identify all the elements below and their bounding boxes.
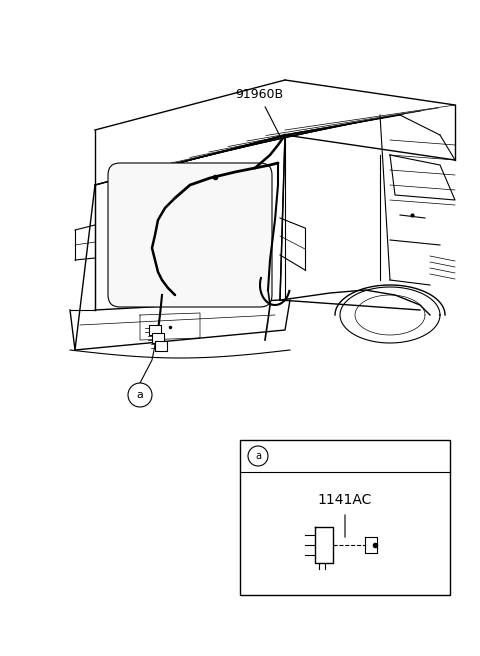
- Bar: [155, 341, 167, 351]
- Text: a: a: [255, 451, 261, 461]
- Text: a: a: [137, 390, 144, 400]
- Circle shape: [248, 446, 268, 466]
- Circle shape: [128, 383, 152, 407]
- Bar: [152, 333, 164, 343]
- FancyBboxPatch shape: [108, 163, 272, 307]
- Text: 1141AC: 1141AC: [318, 493, 372, 507]
- Bar: [149, 325, 161, 335]
- Bar: [240, 440, 450, 595]
- Text: 91960B: 91960B: [235, 89, 283, 138]
